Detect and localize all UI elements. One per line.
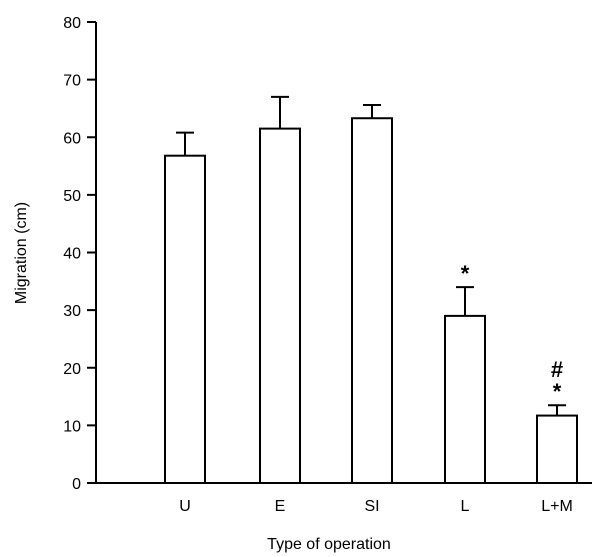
x-tick-label: L <box>461 498 470 515</box>
significance-marker: * <box>461 261 470 286</box>
bars <box>164 95 578 485</box>
bar <box>351 117 393 484</box>
x-tick-label: SI <box>364 498 379 515</box>
y-axis-title: Migration (cm) <box>13 202 30 304</box>
annotations: *#* <box>461 261 563 404</box>
y-tick-label: 10 <box>63 418 81 435</box>
y-tick-label: 20 <box>63 361 81 378</box>
bar <box>444 314 486 485</box>
y-tick-label: 50 <box>63 188 81 205</box>
x-tick-label: U <box>179 498 191 515</box>
x-axis-title: Type of operation <box>267 536 391 553</box>
x-tick-label: E <box>275 498 286 515</box>
significance-marker: * <box>553 379 562 404</box>
x-axis: U E SI L L+M <box>96 482 592 515</box>
y-tick-label: 80 <box>63 15 81 32</box>
significance-marker: # <box>551 357 563 382</box>
y-tick-label: 0 <box>72 476 81 493</box>
bar <box>536 414 578 484</box>
bar <box>259 127 301 484</box>
x-tick-label: L+M <box>541 498 573 515</box>
y-tick-label: 70 <box>63 73 81 90</box>
y-tick-label: 40 <box>63 246 81 263</box>
y-axis: 0 10 20 30 40 50 60 70 80 <box>63 15 97 493</box>
y-tick-label: 30 <box>63 303 81 320</box>
bar <box>164 154 206 484</box>
y-tick-label: 60 <box>63 130 81 147</box>
